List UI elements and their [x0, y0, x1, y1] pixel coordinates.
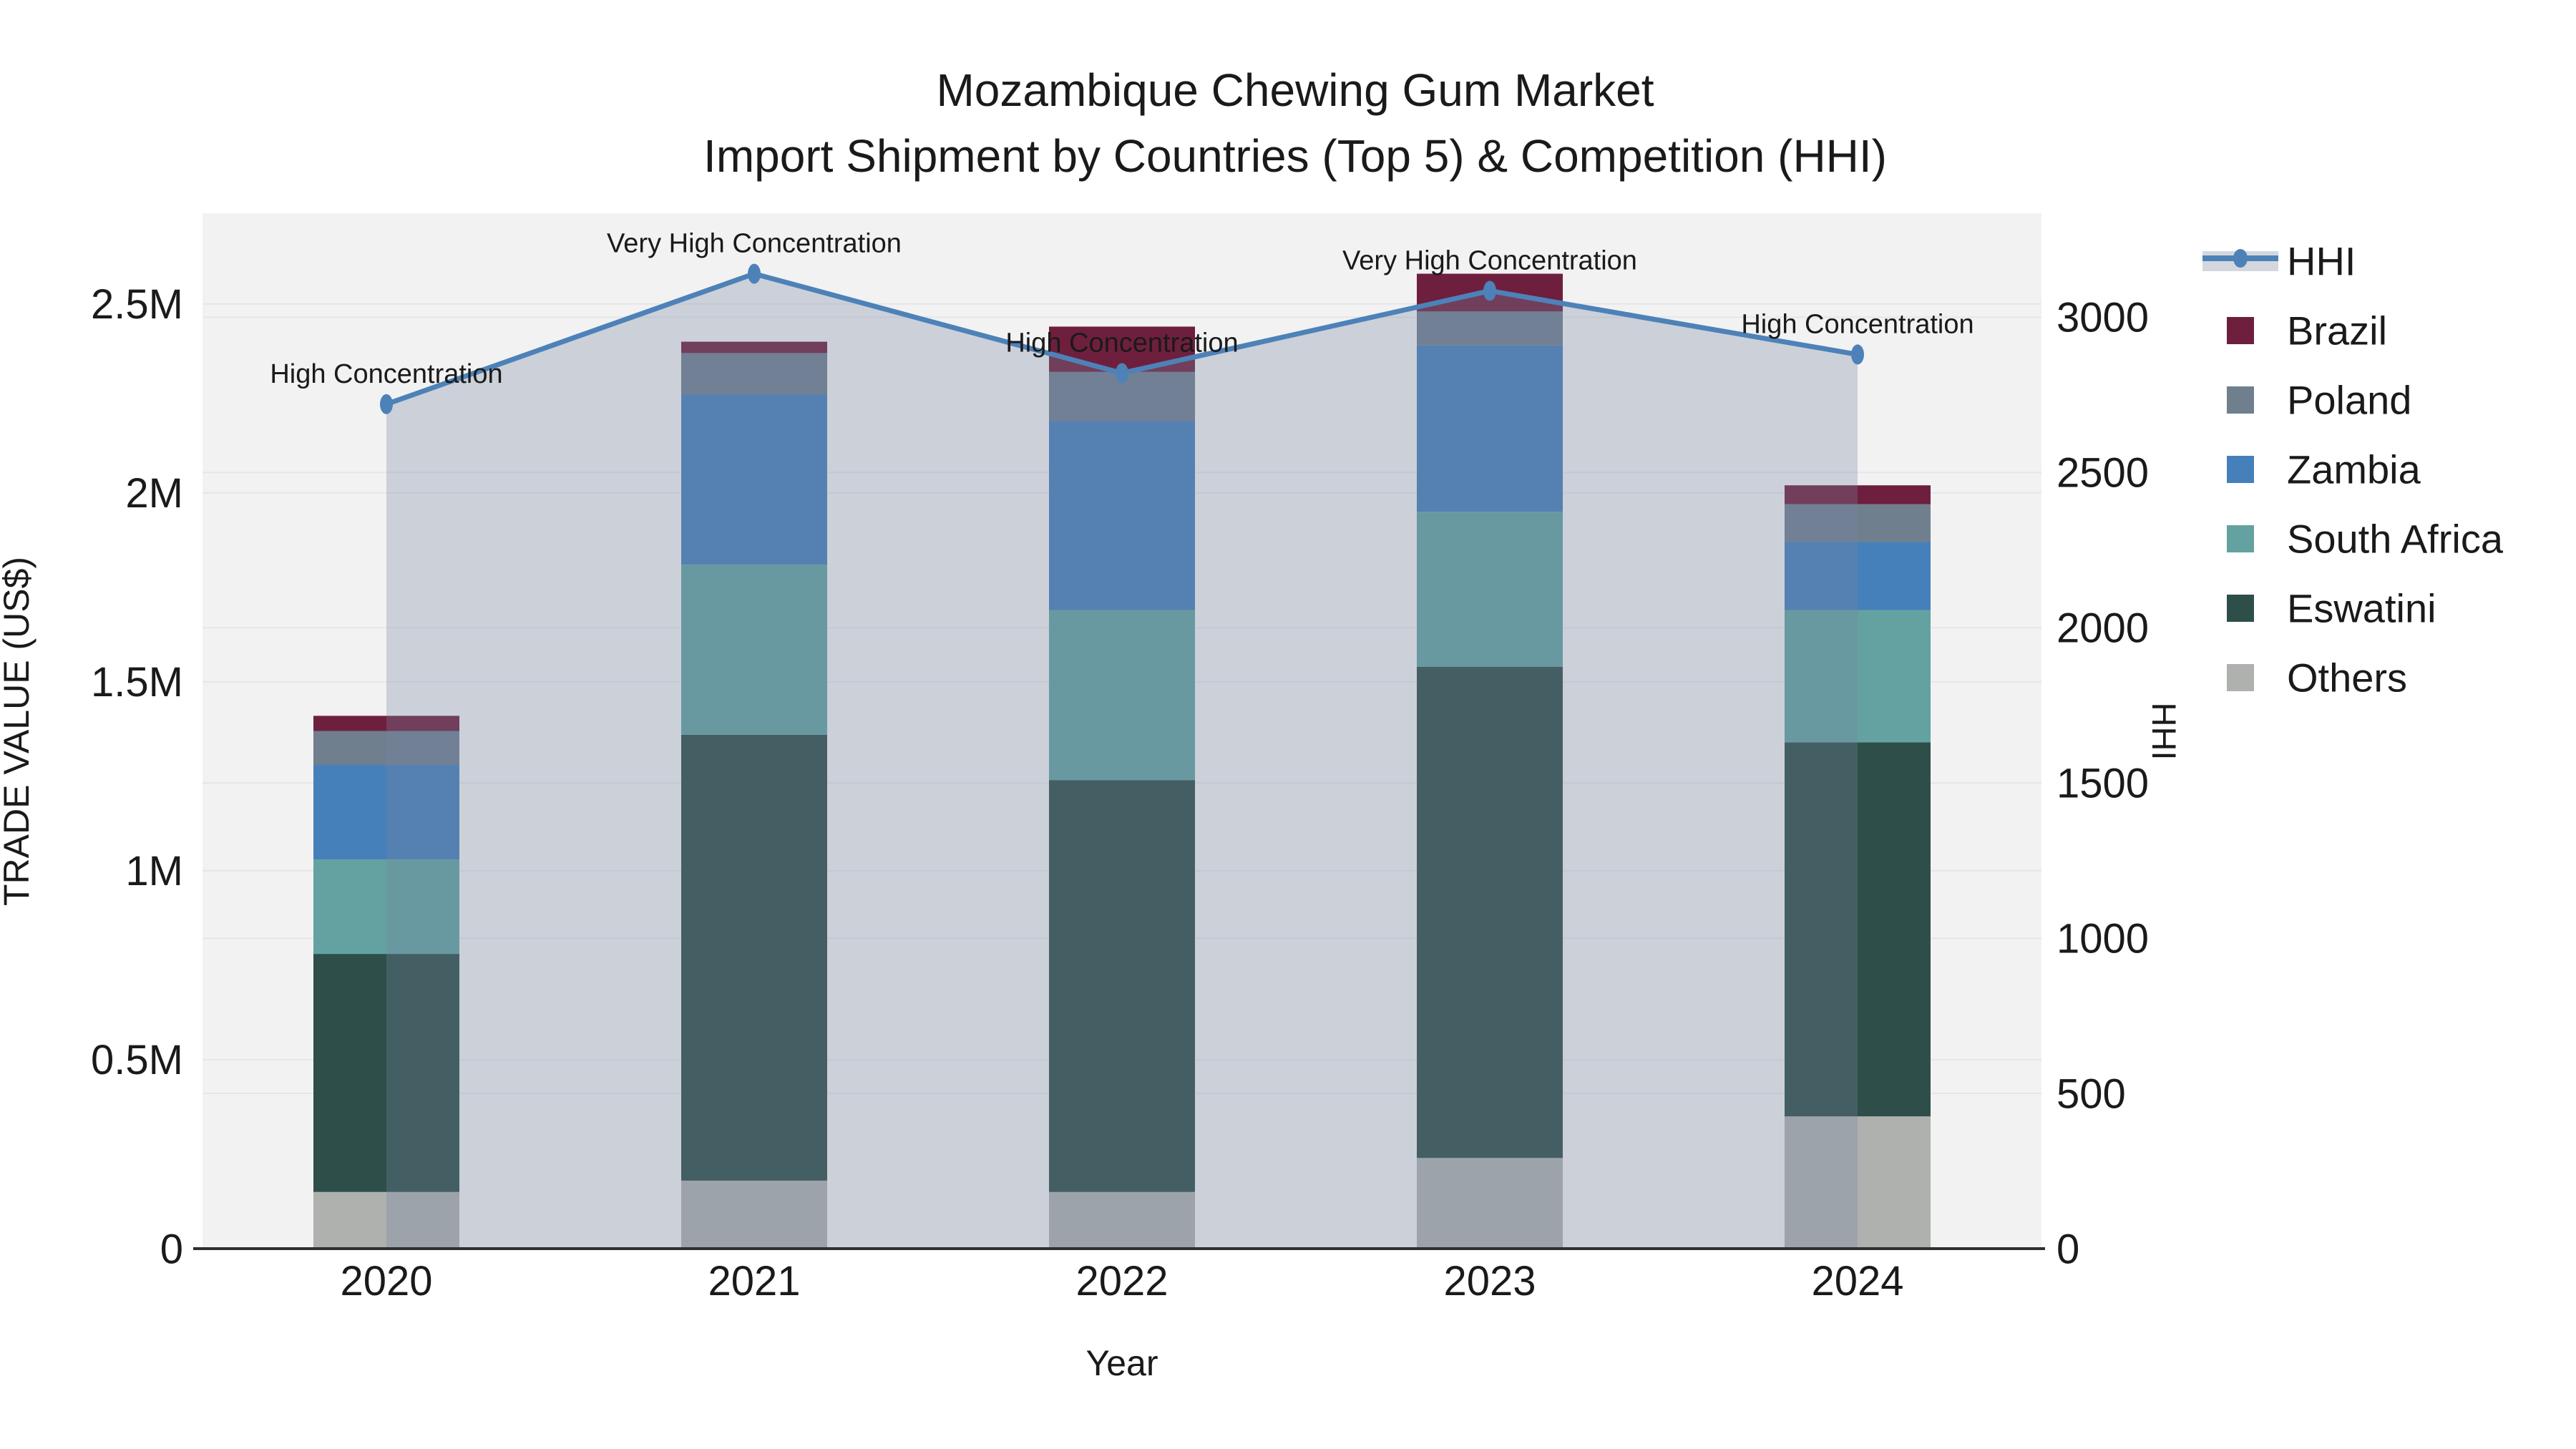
legend-label: Poland — [2287, 378, 2411, 423]
x-axis-tick-label: 2024 — [1811, 1258, 1903, 1304]
bar-segment-south-africa-2023[interactable] — [1417, 512, 1563, 667]
bar-segment-eswatini-2023[interactable] — [1417, 666, 1563, 1158]
right-axis-tick-label: 0 — [2057, 1226, 2079, 1272]
hhi-marker-2020[interactable] — [380, 394, 393, 414]
legend-label: Brazil — [2287, 308, 2387, 353]
legend-item-hhi[interactable]: HHI — [2202, 239, 2356, 284]
hhi-area — [386, 273, 1858, 1249]
bar-segment-others-2021[interactable] — [681, 1180, 827, 1249]
legend-item-eswatini[interactable]: Eswatini — [2227, 586, 2436, 631]
legend-item-zambia[interactable]: Zambia — [2227, 447, 2421, 492]
left-axis-tick-label: 2M — [125, 470, 183, 517]
legend-swatch — [2227, 525, 2254, 552]
annotation-2021: Very High Concentration — [607, 229, 902, 259]
annotation-2023: Very High Concentration — [1342, 245, 1637, 275]
x-axis-tick-label: 2020 — [340, 1258, 432, 1304]
annotation-2022: High Concentration — [1005, 328, 1238, 358]
left-axis-title: TRADE VALUE (US$) — [0, 557, 36, 906]
left-axis-tick-label: 0.5M — [91, 1037, 183, 1083]
bar-segment-eswatini-2024[interactable] — [1785, 742, 1931, 1117]
right-axis-tick-label: 1500 — [2057, 760, 2149, 806]
legend-swatch — [2227, 456, 2254, 483]
bar-segment-poland-2023[interactable] — [1417, 311, 1563, 346]
bar-segment-poland-2020[interactable] — [313, 731, 459, 766]
x-axis-tick-label: 2022 — [1075, 1258, 1168, 1304]
legend: HHI Brazil Poland Zambia South Africa Eswatin… — [2202, 239, 2504, 701]
left-axis-tick-label: 1.5M — [91, 659, 183, 706]
bar-segment-zambia-2020[interactable] — [313, 765, 459, 860]
right-axis-title: HHI — [2145, 703, 2183, 761]
legend-label: HHI — [2287, 239, 2356, 284]
right-axis-tick-label: 1000 — [2057, 915, 2149, 962]
legend-hhi-marker-sample — [2233, 249, 2248, 268]
bar-segment-poland-2021[interactable] — [681, 353, 827, 395]
x-axis-tick-label: 2021 — [708, 1258, 800, 1304]
bar-segment-brazil-2021[interactable] — [681, 341, 827, 353]
legend-label: Others — [2287, 655, 2407, 701]
bar-segment-poland-2024[interactable] — [1785, 504, 1931, 542]
hhi-marker-2022[interactable] — [1116, 363, 1128, 384]
legend-item-poland[interactable]: Poland — [2227, 378, 2411, 423]
bar-segment-zambia-2024[interactable] — [1785, 542, 1931, 610]
bar-segment-eswatini-2020[interactable] — [313, 954, 459, 1192]
bar-segment-others-2024[interactable] — [1785, 1116, 1931, 1249]
legend-swatch — [2227, 386, 2254, 414]
bar-segment-eswatini-2021[interactable] — [681, 734, 827, 1181]
hhi-marker-2024[interactable] — [1851, 344, 1864, 365]
bar-segment-others-2023[interactable] — [1417, 1158, 1563, 1249]
legend-swatch — [2227, 317, 2254, 344]
left-axis-tick-label: 1M — [125, 848, 183, 894]
bar-segment-eswatini-2022[interactable] — [1049, 780, 1195, 1192]
annotation-2024: High Concentration — [1741, 309, 1974, 339]
chart-subtitle: Import Shipment by Countries (Top 5) & C… — [703, 130, 1887, 182]
bar-segment-brazil-2024[interactable] — [1785, 485, 1931, 504]
hhi-marker-2023[interactable] — [1483, 280, 1496, 301]
x-axis-title: Year — [1085, 1343, 1158, 1383]
bar-segment-south-africa-2024[interactable] — [1785, 610, 1931, 743]
legend-item-south-africa[interactable]: South Africa — [2227, 517, 2504, 562]
x-axis-tick-label: 2023 — [1443, 1258, 1536, 1304]
right-axis-tick-label: 2500 — [2057, 450, 2149, 497]
bar-segment-zambia-2021[interactable] — [681, 394, 827, 565]
right-axis-tick-label: 3000 — [2057, 295, 2149, 341]
legend-label: South Africa — [2287, 517, 2504, 562]
legend-item-brazil[interactable]: Brazil — [2227, 308, 2387, 353]
bar-segment-brazil-2020[interactable] — [313, 716, 459, 731]
left-axis-tick-label: 2.5M — [91, 281, 183, 328]
bar-segment-south-africa-2021[interactable] — [681, 565, 827, 735]
bar-segment-zambia-2022[interactable] — [1049, 421, 1195, 610]
bar-segment-south-africa-2020[interactable] — [313, 859, 459, 955]
legend-item-others[interactable]: Others — [2227, 655, 2407, 701]
right-axis-tick-label: 2000 — [2057, 605, 2149, 652]
legend-swatch — [2227, 664, 2254, 691]
legend-label: Eswatini — [2287, 586, 2436, 631]
bar-segment-south-africa-2022[interactable] — [1049, 610, 1195, 781]
right-axis-tick-label: 500 — [2057, 1070, 2126, 1117]
left-axis-tick-label: 0 — [160, 1226, 183, 1272]
bar-series-group — [313, 273, 1931, 1249]
legend-swatch — [2227, 595, 2254, 622]
chart-title: Mozambique Chewing Gum Market — [936, 64, 1654, 116]
annotation-2020: High Concentration — [270, 359, 502, 389]
bar-segment-others-2020[interactable] — [313, 1191, 459, 1249]
bar-segment-zambia-2023[interactable] — [1417, 345, 1563, 512]
legend-label: Zambia — [2287, 447, 2421, 492]
bar-segment-others-2022[interactable] — [1049, 1191, 1195, 1249]
hhi-marker-2021[interactable] — [748, 263, 761, 284]
